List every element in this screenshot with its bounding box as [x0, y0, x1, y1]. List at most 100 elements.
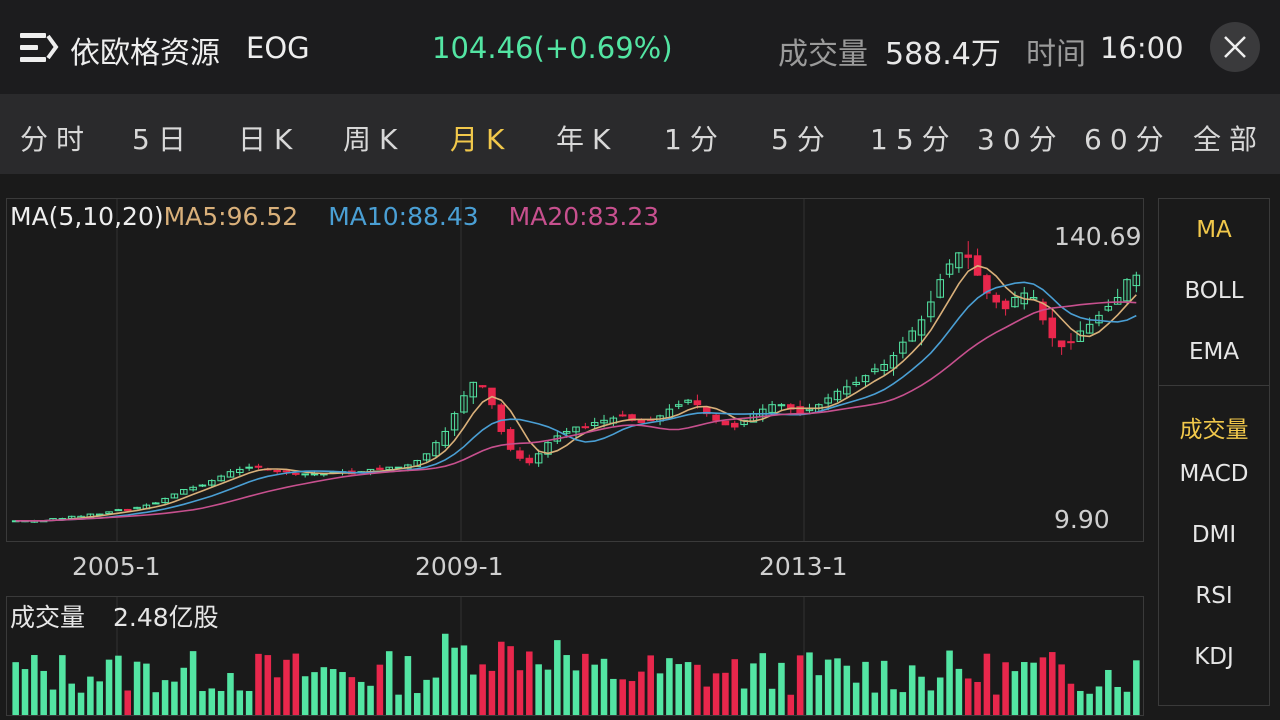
x-label-2005: 2005-1	[72, 552, 161, 581]
volume-bar	[217, 691, 225, 715]
volume-bar	[133, 661, 141, 715]
candle	[123, 508, 132, 511]
candle	[376, 465, 384, 470]
indicator-kdj[interactable]: KDJ	[1194, 644, 1234, 670]
tab-day-k[interactable]: 日K	[238, 123, 301, 156]
candle	[422, 453, 431, 462]
volume-bar	[49, 689, 57, 715]
volume-bar	[983, 653, 991, 715]
volume-bar	[152, 692, 160, 715]
volume-bar	[628, 681, 636, 715]
tab-60min[interactable]: 60分	[1084, 123, 1172, 156]
tab-15min[interactable]: 15分	[870, 123, 958, 156]
volume-bar	[105, 659, 113, 715]
tab-all[interactable]: 全部	[1193, 123, 1266, 156]
candle	[544, 440, 552, 458]
indicator-dmi[interactable]: DMI	[1191, 522, 1237, 548]
kline-plot	[11, 199, 1141, 541]
volume-bar	[703, 686, 711, 715]
volume-label: 成交量	[778, 37, 868, 72]
indicator-boll[interactable]: BOLL	[1184, 278, 1244, 304]
volume-bar	[544, 669, 552, 715]
volume-bar	[460, 645, 468, 715]
volume-bar	[768, 688, 776, 715]
volume-bar	[1077, 690, 1084, 715]
candle	[151, 501, 160, 505]
candle	[1057, 340, 1066, 355]
ma-title: MA(5,10,20)	[10, 202, 164, 231]
volume-bar	[329, 669, 337, 715]
candle	[936, 273, 944, 299]
indicator-rsi[interactable]: RSI	[1195, 583, 1233, 609]
volume-bar	[21, 669, 29, 715]
time-value: 16:00	[1100, 31, 1184, 65]
candle	[133, 506, 141, 510]
volume-bar	[526, 651, 533, 715]
candle	[534, 449, 543, 467]
volume-bar	[862, 661, 869, 715]
volume-bar	[385, 651, 393, 715]
volume-bar	[936, 677, 944, 715]
volume-bar	[638, 671, 645, 715]
volume-bar	[1039, 657, 1047, 715]
volume-bar	[974, 681, 981, 715]
volume-bar	[470, 674, 477, 715]
candle	[1123, 278, 1131, 306]
tab-month-k[interactable]: 月K	[450, 123, 513, 156]
candle	[973, 248, 982, 276]
volume-bar	[582, 653, 589, 715]
volume-bar	[1114, 686, 1121, 715]
candle	[208, 479, 216, 488]
tab-5day[interactable]: 5日	[132, 123, 194, 156]
volume-bar	[40, 670, 47, 715]
indicator-volume[interactable]: 成交量	[1179, 417, 1249, 443]
candle	[1011, 291, 1019, 308]
candle	[506, 427, 515, 452]
indicator-macd[interactable]: MACD	[1179, 461, 1249, 487]
volume-bar	[115, 655, 122, 715]
volume-chart[interactable]	[6, 596, 1144, 716]
volume-bar	[498, 641, 505, 715]
volume-bar	[488, 670, 496, 715]
indicator-ma[interactable]: MA	[1196, 217, 1232, 243]
indicator-ema[interactable]: EMA	[1188, 339, 1240, 365]
tab-week-k[interactable]: 周K	[343, 123, 406, 156]
volume-bar	[880, 660, 888, 715]
volume-bar	[591, 664, 598, 715]
volume-bar	[750, 663, 757, 715]
volume-bar	[208, 688, 216, 715]
volume-bar	[301, 676, 309, 715]
candle	[1048, 308, 1057, 347]
volume-bar	[96, 681, 103, 715]
volume-bar	[199, 691, 206, 715]
volume-bar	[339, 672, 346, 715]
candle	[833, 388, 842, 403]
menu-icon[interactable]	[20, 30, 60, 66]
candle	[441, 427, 450, 448]
candle	[497, 402, 506, 435]
volume-bar	[666, 658, 673, 715]
volume-bar	[964, 678, 972, 715]
volume-bar	[992, 694, 1000, 715]
tab-fenshi[interactable]: 分时	[20, 123, 93, 156]
volume-bar	[1058, 664, 1065, 715]
candle	[525, 454, 534, 466]
volume-bar	[31, 655, 38, 715]
candle	[590, 417, 599, 429]
y-axis-low: 9.90	[1054, 505, 1110, 534]
tab-1min[interactable]: 1分	[664, 123, 726, 156]
volume-bar	[404, 656, 412, 715]
volume-bar	[283, 659, 290, 715]
close-button[interactable]	[1210, 22, 1260, 72]
volume-bar	[1086, 693, 1093, 715]
ma5-line	[15, 264, 1137, 522]
tab-year-k[interactable]: 年K	[556, 123, 619, 156]
candle	[1067, 333, 1075, 350]
tab-5min[interactable]: 5分	[771, 123, 833, 156]
candle	[478, 385, 487, 389]
tab-30min[interactable]: 30分	[977, 123, 1065, 156]
volume-bar	[834, 658, 841, 715]
volume-bar	[712, 673, 720, 715]
candle	[180, 489, 188, 495]
kline-chart[interactable]	[6, 198, 1144, 542]
